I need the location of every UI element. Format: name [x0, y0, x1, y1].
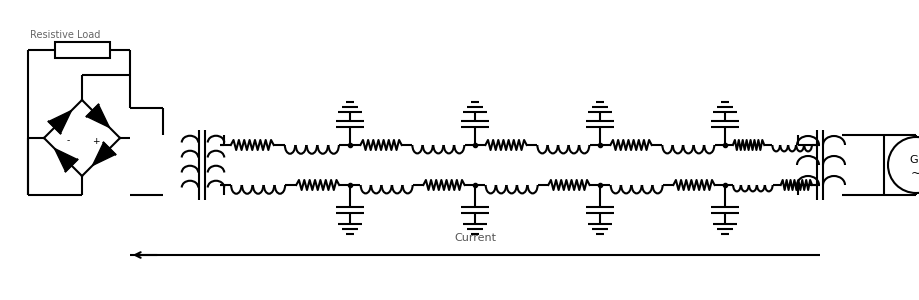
Text: G: G: [909, 155, 917, 165]
Text: Current: Current: [453, 233, 495, 243]
Bar: [55, 42, 110, 58]
Text: +: +: [92, 136, 99, 146]
Polygon shape: [54, 148, 77, 171]
Polygon shape: [86, 105, 109, 128]
Text: Resistive Load: Resistive Load: [30, 30, 100, 40]
Polygon shape: [93, 142, 115, 166]
Text: ~: ~: [910, 167, 919, 179]
Polygon shape: [49, 110, 72, 134]
Text: -: -: [66, 136, 70, 146]
